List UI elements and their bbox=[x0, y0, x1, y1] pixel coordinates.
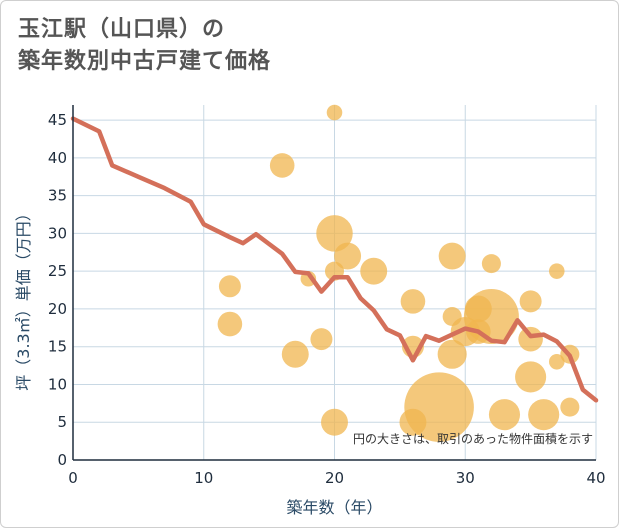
x-tick-label-0: 0 bbox=[68, 469, 78, 487]
bubble-18 bbox=[437, 339, 467, 369]
bubble-0 bbox=[218, 275, 241, 298]
average-price-line bbox=[70, 116, 599, 403]
bubble-2 bbox=[269, 153, 295, 178]
bubble-9 bbox=[321, 408, 348, 436]
bubble-32 bbox=[560, 397, 580, 417]
x-tick-label-10: 10 bbox=[194, 469, 213, 487]
y-tick-label-20: 20 bbox=[48, 300, 67, 318]
bubble-27 bbox=[515, 361, 547, 393]
y-tick-label-30: 30 bbox=[48, 224, 67, 242]
y-tick-label-35: 35 bbox=[48, 187, 67, 205]
bubble-7 bbox=[316, 215, 353, 252]
y-tick-label-40: 40 bbox=[48, 149, 67, 167]
bubble-29 bbox=[548, 263, 565, 279]
bubble-3 bbox=[281, 340, 309, 368]
bubble-10 bbox=[334, 242, 362, 270]
bubble-30 bbox=[548, 354, 565, 370]
y-tick-label-15: 15 bbox=[48, 338, 67, 356]
axes bbox=[72, 105, 596, 461]
bubble-26 bbox=[518, 326, 543, 352]
x-tick-label-40: 40 bbox=[586, 469, 605, 487]
x-tick-label-20: 20 bbox=[325, 469, 344, 487]
y-axis-title: 坪（3.3㎡）単価（万円） bbox=[14, 205, 33, 390]
y-tick-label-45: 45 bbox=[48, 111, 67, 129]
y-tick-label-0: 0 bbox=[57, 451, 67, 469]
tick-labels: 0 5 10 15 20 25 30 35 40 45 0 10 20 30 40 bbox=[48, 111, 606, 487]
y-tick-label-10: 10 bbox=[48, 375, 67, 393]
bubble-12 bbox=[400, 289, 426, 314]
bubble-25 bbox=[519, 290, 542, 313]
bubble-22 bbox=[481, 254, 501, 274]
chart-title: 玉江駅（山口県）の 築年数別中古戸建て価格 bbox=[18, 14, 271, 78]
bubble-24 bbox=[488, 399, 521, 431]
bubble-6 bbox=[326, 104, 343, 121]
bubble-28 bbox=[528, 399, 560, 431]
bubbles bbox=[217, 104, 580, 442]
x-tick-label-30: 30 bbox=[456, 469, 475, 487]
trend-line-group bbox=[70, 116, 599, 403]
bubble-16 bbox=[438, 242, 466, 270]
bubble-1 bbox=[217, 311, 243, 337]
bubble-15 bbox=[404, 372, 474, 442]
title-line-1: 玉江駅（山口県）の bbox=[18, 17, 226, 42]
y-tick-label-5: 5 bbox=[57, 413, 67, 431]
bubble-5 bbox=[310, 328, 333, 351]
x-axis-title: 築年数（年） bbox=[286, 498, 382, 517]
y-tick-label-25: 25 bbox=[48, 262, 67, 280]
bubble-size-note: 円の大きさは、取引のあった物件面積を示す bbox=[353, 431, 593, 446]
title-line-2: 築年数別中古戸建て価格 bbox=[18, 49, 272, 74]
bubble-11 bbox=[360, 257, 388, 285]
